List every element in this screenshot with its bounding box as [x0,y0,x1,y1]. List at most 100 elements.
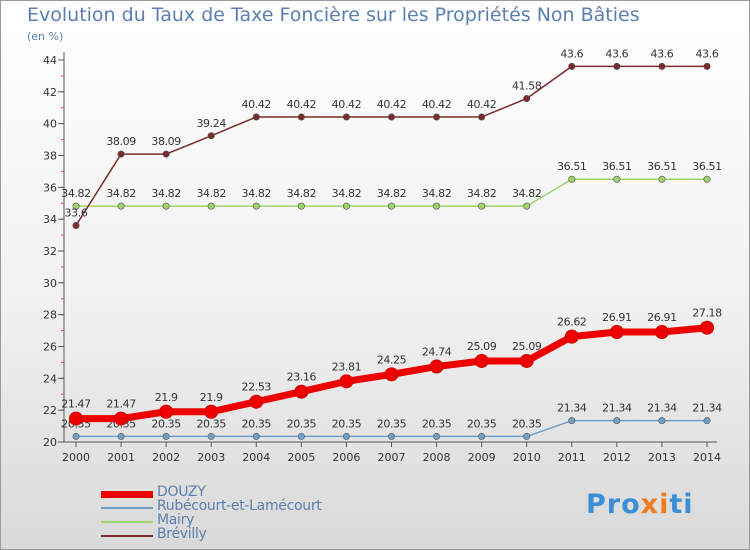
data-point [478,202,486,210]
data-label: 34.82 [512,187,542,200]
data-label: 24.25 [377,353,407,366]
data-point [117,202,125,210]
x-tick-label: 2013 [648,451,676,464]
data-label: 25.09 [512,340,542,353]
data-label: 43.6 [605,47,628,60]
data-label: 40.42 [467,98,497,111]
y-tick-label: 36 [43,181,57,194]
data-point [433,113,441,121]
legend-swatch [101,491,153,498]
data-point [72,222,80,230]
data-point [700,320,714,335]
data-point [207,202,215,210]
data-point [72,432,80,440]
data-point [613,62,621,70]
data-point [613,175,621,183]
data-point [72,202,80,210]
y-tick-label: 32 [43,245,57,258]
data-point [568,175,576,183]
data-label: 40.42 [242,98,272,111]
x-tick-label: 2009 [468,451,496,464]
legend-swatch [101,521,153,523]
data-point [523,432,531,440]
data-point [294,384,309,399]
data-point [654,325,669,340]
data-label: 20.35 [467,417,497,430]
data-label: 21.47 [61,398,91,411]
data-label: 21.9 [155,391,178,404]
data-point [117,150,125,158]
legend-label: Mairy [157,512,195,528]
data-point [387,202,395,210]
data-point [523,95,531,103]
data-point [387,113,395,121]
y-tick-label: 40 [43,118,57,131]
data-label: 40.42 [377,98,407,111]
data-label: 21.34 [602,402,632,415]
data-label: 34.82 [287,187,317,200]
data-label: 20.35 [287,417,317,430]
data-point [433,202,441,210]
data-point [658,175,666,183]
data-label: 34.82 [196,187,226,200]
data-point [387,432,395,440]
y-tick-label: 44 [43,54,57,67]
data-point [703,417,711,425]
data-point [474,353,489,368]
data-label: 20.35 [422,417,452,430]
data-label: 21.47 [106,398,136,411]
data-label: 40.42 [332,98,362,111]
data-label: 34.82 [242,187,272,200]
series-douzy: 21.47 21.47 21.9 21.9 22.53 23.16 23.81 24.25 24… [61,307,723,426]
data-label: 22.53 [242,381,272,394]
x-tick-label: 2010 [513,451,541,464]
data-label: 20.35 [332,417,362,430]
data-label: 34.82 [422,187,452,200]
y-tick-label: 20 [43,436,57,449]
y-tick-label: 22 [43,404,57,417]
data-label: 23.81 [332,360,362,373]
data-point [252,113,260,121]
x-tick-label: 2002 [152,451,180,464]
data-point [703,175,711,183]
legend-label: Brévilly [157,526,207,542]
data-point [204,404,219,419]
data-point [658,62,666,70]
data-label: 34.82 [377,187,407,200]
series-mairy: 34.82 34.82 34.82 34.82 34.82 34.82 34.82 34.82… [61,160,722,210]
brand-logo-part: x [640,489,660,520]
data-label: 36.51 [692,160,722,173]
legend-swatch [101,507,153,509]
x-tick-label: 2003 [197,451,225,464]
legend-label: Rubécourt-et-Lamécourt [157,498,322,514]
y-tick-label: 30 [43,277,57,290]
data-point [339,374,354,389]
data-label: 38.09 [106,135,136,148]
y-tick-label: 26 [43,341,57,354]
data-point [69,411,83,426]
legend-swatch [101,535,153,537]
y-tick-label: 28 [43,309,57,322]
data-point [564,329,579,344]
x-tick-label: 2012 [603,451,631,464]
data-point [433,432,441,440]
data-point [117,432,125,440]
data-label: 33.6 [65,207,88,220]
data-label: 26.62 [557,316,587,329]
data-label: 20.35 [196,417,226,430]
data-label: 34.82 [106,187,136,200]
series-rub-court-et-lam-court: 20.35 20.35 20.35 20.35 20.35 20.35 20.35 20.35… [61,402,723,440]
x-tick-label: 2001 [107,451,135,464]
data-point [207,432,215,440]
data-point [613,417,621,425]
data-label: 36.51 [647,160,677,173]
data-point [249,394,264,409]
brand-logo-part: Pro [586,489,641,520]
chart-title: Evolution du Taux de Taxe Foncière sur l… [27,4,640,26]
data-label: 26.91 [602,311,632,324]
data-label: 20.35 [377,417,407,430]
data-point [384,367,399,382]
y-tick-label: 34 [43,213,57,226]
data-label: 21.34 [557,402,587,415]
